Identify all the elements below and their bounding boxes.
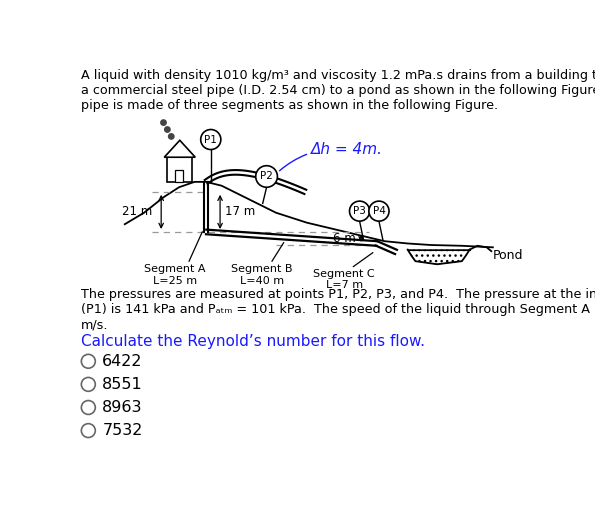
Circle shape (161, 120, 166, 125)
Circle shape (165, 127, 170, 132)
Circle shape (168, 134, 174, 139)
Text: 6 m: 6 m (333, 232, 355, 245)
Bar (167, 157, 192, 182)
Text: Segment A
L=25 m: Segment A L=25 m (145, 264, 206, 286)
Text: 21 m: 21 m (121, 205, 152, 218)
Bar (175, 169, 183, 182)
Text: P2: P2 (260, 171, 273, 181)
Text: P3: P3 (353, 206, 366, 216)
Circle shape (82, 377, 95, 391)
Text: Segment B
L=40 m: Segment B L=40 m (231, 264, 293, 286)
Text: Calculate the Reynold’s number for this flow.: Calculate the Reynold’s number for this … (80, 333, 425, 349)
Text: Δh = 4m.: Δh = 4m. (311, 142, 383, 157)
Polygon shape (164, 140, 195, 157)
Circle shape (349, 201, 369, 221)
Circle shape (82, 354, 95, 368)
Text: 6422: 6422 (102, 354, 143, 369)
Text: 8963: 8963 (102, 400, 143, 415)
Circle shape (256, 166, 277, 187)
Text: A liquid with density 1010 kg/m³ and viscosity 1.2 mPa.s drains from a building : A liquid with density 1010 kg/m³ and vis… (80, 69, 595, 111)
Text: P1: P1 (204, 134, 217, 144)
Text: P4: P4 (372, 206, 386, 216)
Text: The pressures are measured at points P1, P2, P3, and P4.  The pressure at the in: The pressures are measured at points P1,… (80, 288, 595, 331)
Circle shape (201, 130, 221, 150)
Text: Segment C
L=7 m: Segment C L=7 m (313, 269, 375, 291)
Text: Pond: Pond (493, 249, 524, 262)
Circle shape (82, 401, 95, 414)
Circle shape (82, 424, 95, 438)
Circle shape (369, 201, 389, 221)
Text: 7532: 7532 (102, 423, 143, 438)
Text: 17 m: 17 m (225, 205, 255, 218)
Text: 8551: 8551 (102, 377, 143, 392)
